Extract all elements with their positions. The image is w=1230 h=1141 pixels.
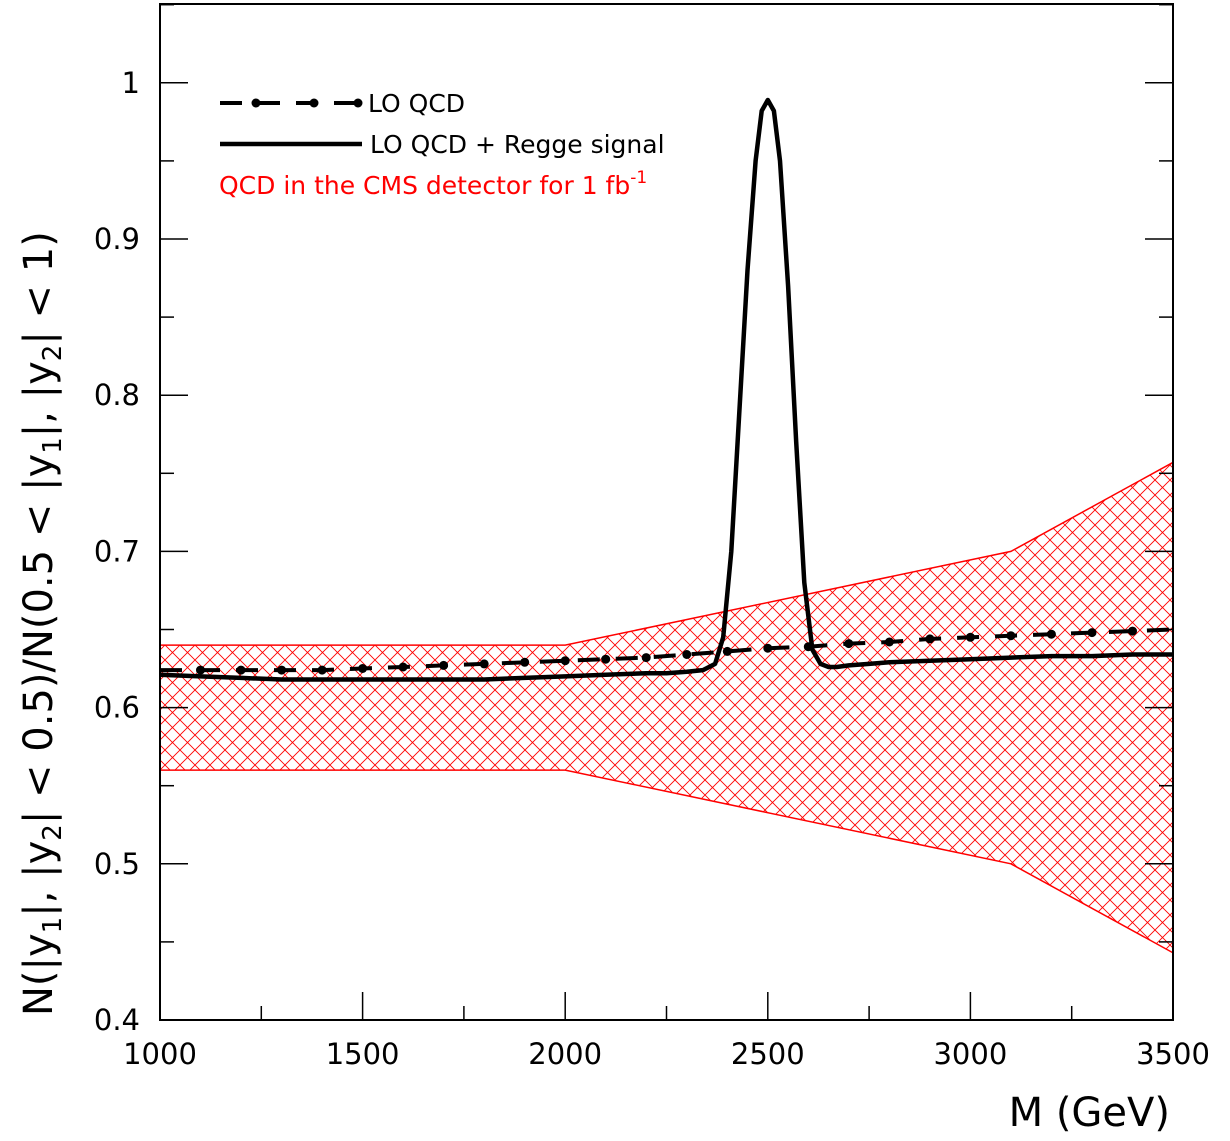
series-line-0 (160, 627, 1173, 673)
x-axis-label: M (GeV) (1009, 1090, 1170, 1136)
series-marker-0-7 (439, 660, 449, 670)
y-tick-label: 0.8 (94, 378, 140, 412)
y-axis-label: N(|y1|, |y2| < 0.5)/N(0.5 < |y1|, |y2| <… (16, 231, 68, 1016)
y-tick-label: 0.6 (94, 691, 140, 725)
y-tick-label: 0.5 (94, 847, 140, 881)
x-tick-label: 3000 (933, 1037, 1007, 1071)
y-tick-label: 1 (122, 66, 140, 100)
legend-label-band: QCD in the CMS detector for 1 fb-1 (219, 168, 647, 200)
y-tick-label: 0.9 (94, 222, 140, 256)
legend-marker-lo-qcd-1 (251, 98, 261, 108)
y-tick-labels: 0.4 0.5 0.6 0.7 0.8 0.9 1 (94, 66, 140, 1037)
x-tick-label: 2500 (731, 1037, 805, 1071)
series-marker-0-21 (1006, 631, 1016, 641)
legend-marker-lo-qcd-2 (309, 98, 319, 108)
x-tick-label: 2000 (528, 1037, 602, 1071)
series-marker-0-10 (560, 656, 570, 666)
legend-marker-lo-qcd-3 (353, 98, 363, 108)
series-marker-0-23 (1087, 628, 1097, 638)
series-marker-0-9 (520, 657, 530, 667)
series-marker-0-24 (1128, 626, 1137, 636)
series-marker-0-4 (317, 665, 327, 675)
series-marker-0-8 (479, 659, 489, 669)
legend-label-regge: LO QCD + Regge signal (370, 130, 665, 159)
series-marker-0-11 (601, 654, 611, 664)
legend-label-lo-qcd: LO QCD (368, 89, 465, 118)
y-tick-label: 0.7 (94, 534, 140, 568)
series-line-1 (160, 97, 1173, 682)
x-tick-label: 1500 (326, 1037, 400, 1071)
series-marker-0-12 (641, 653, 651, 663)
series-marker-0-14 (722, 646, 732, 656)
x-tick-label: 1000 (123, 1037, 197, 1071)
series-marker-0-13 (682, 650, 692, 659)
series-layer (160, 97, 1173, 682)
series-marker-0-3 (277, 665, 287, 675)
series-marker-0-15 (763, 643, 773, 653)
x-tick-label: 3500 (1136, 1037, 1210, 1071)
x-tick-labels: 1000 1500 2000 2500 3000 3500 (123, 1037, 1210, 1071)
series-marker-0-20 (965, 632, 975, 642)
series-marker-0-22 (1046, 629, 1056, 639)
series-marker-0-18 (884, 637, 894, 647)
series-marker-0-5 (358, 664, 368, 673)
y-tick-label: 0.4 (94, 1003, 140, 1037)
series-marker-0-2 (236, 665, 246, 675)
series-marker-0-17 (844, 639, 854, 649)
series-marker-0-6 (398, 662, 408, 672)
series-marker-0-1 (196, 665, 205, 675)
legend: LO QCD LO QCD + Regge signal QCD in the … (219, 89, 665, 200)
qcd-uncertainty-band (160, 461, 1173, 954)
series-marker-0-19 (925, 634, 935, 644)
axis-ticks (159, 3, 1174, 1021)
